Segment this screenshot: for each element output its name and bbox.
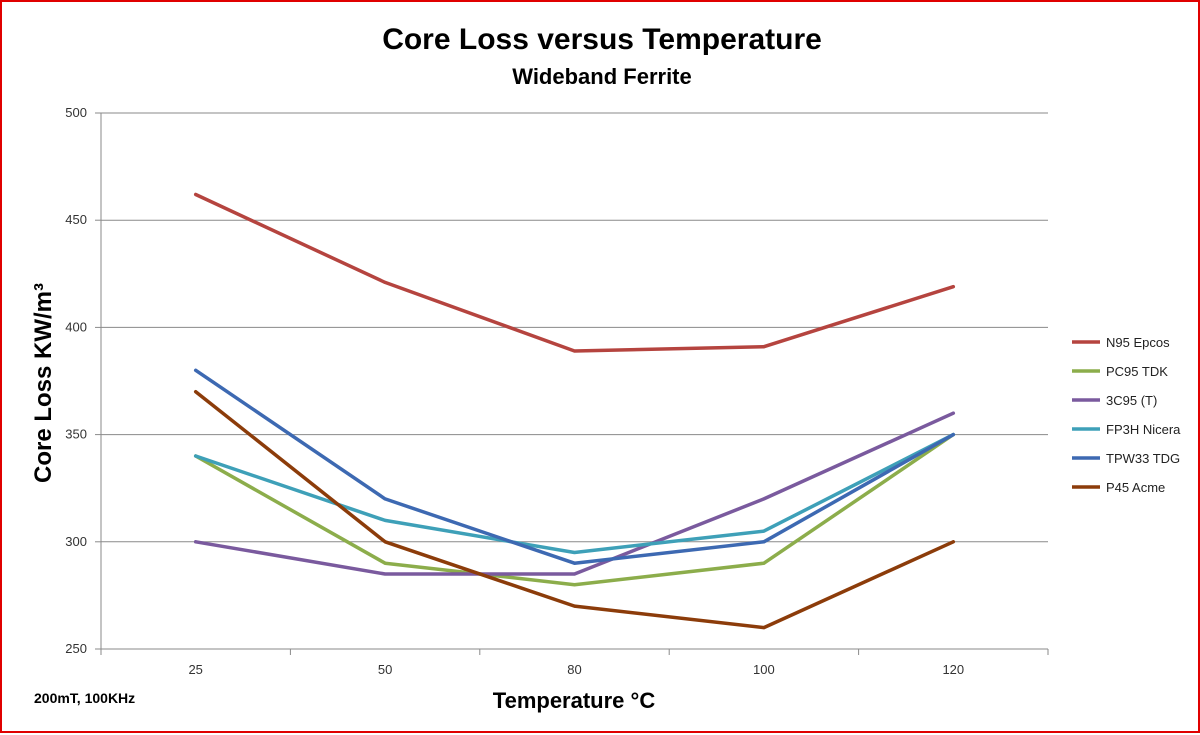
data-point xyxy=(573,572,576,576)
legend-label-p45-acme: P45 Acme xyxy=(1106,480,1165,495)
x-axis-title: Temperature °C xyxy=(493,688,656,713)
data-point xyxy=(383,540,387,544)
y-tick-label: 500 xyxy=(65,105,87,120)
chart-title: Core Loss versus Temperature xyxy=(382,23,822,56)
conditions-note: 200mT, 100KHz xyxy=(34,690,135,706)
legend-label-n95-epcos: N95 Epcos xyxy=(1106,335,1170,350)
data-point xyxy=(383,572,387,576)
data-point xyxy=(383,497,387,501)
data-point xyxy=(951,433,955,437)
data-point xyxy=(762,497,766,501)
series-line-tpw33-tdg xyxy=(193,368,956,565)
data-point xyxy=(762,345,766,349)
data-point xyxy=(762,626,766,630)
y-tick-label: 250 xyxy=(65,641,87,656)
data-point xyxy=(573,349,576,353)
legend: N95 Epcos PC95 TDK 3C95 (T) FP3H Nicera TPW3… xyxy=(1072,335,1181,495)
y-tick-label: 350 xyxy=(65,427,87,442)
y-tick-label: 300 xyxy=(65,534,87,549)
series-line-fp3h-nicera xyxy=(193,432,956,555)
chart-subtitle: Wideband Ferrite xyxy=(512,64,692,89)
data-point xyxy=(951,411,955,415)
series-lines xyxy=(193,192,956,630)
y-axis-title: Core Loss KW/m³ xyxy=(30,283,57,483)
data-point xyxy=(194,368,198,372)
legend-label-pc95-tdk: PC95 TDK xyxy=(1106,364,1168,379)
axes: 250 300 350 400 450 500 25 50 80 100 120 xyxy=(65,105,1049,677)
data-point xyxy=(573,583,576,587)
legend-label-tpw33-tdg: TPW33 TDG xyxy=(1106,451,1180,466)
data-point xyxy=(573,561,576,565)
data-point xyxy=(573,604,576,608)
data-point xyxy=(573,551,576,555)
x-tick-label: 25 xyxy=(188,662,202,677)
data-point xyxy=(194,454,198,458)
data-point xyxy=(951,285,955,289)
data-point xyxy=(194,390,198,394)
data-point xyxy=(383,280,387,284)
data-point xyxy=(762,540,766,544)
x-tick-label: 100 xyxy=(753,662,775,677)
legend-label-3c95-t: 3C95 (T) xyxy=(1106,393,1157,408)
data-point xyxy=(762,529,766,533)
y-tick-label: 400 xyxy=(65,319,87,334)
data-point xyxy=(383,561,387,565)
x-tick-label: 120 xyxy=(942,662,964,677)
x-tick-label: 80 xyxy=(567,662,581,677)
data-point xyxy=(383,518,387,522)
data-point xyxy=(194,540,198,544)
y-tick-label: 450 xyxy=(65,212,87,227)
x-tick-label: 50 xyxy=(378,662,392,677)
data-point xyxy=(951,540,955,544)
gridlines xyxy=(101,112,1048,650)
data-point xyxy=(194,192,198,196)
legend-label-fp3h-nicera: FP3H Nicera xyxy=(1106,422,1181,437)
data-point xyxy=(762,561,766,565)
